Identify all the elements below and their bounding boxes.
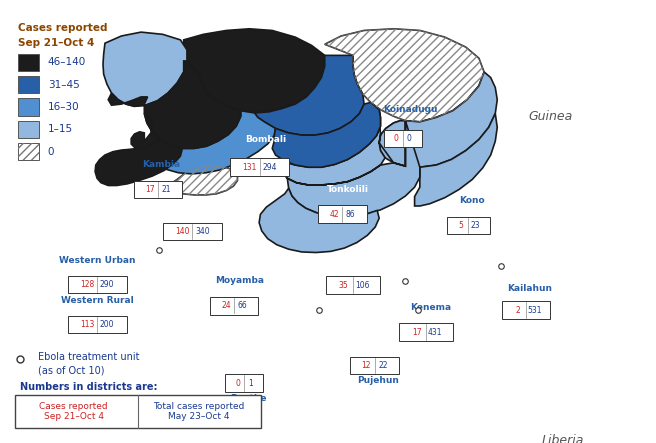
Text: 2: 2 [516,306,520,315]
Text: Kambia: Kambia [142,160,180,169]
Polygon shape [95,140,182,186]
Polygon shape [150,111,276,174]
FancyBboxPatch shape [68,315,127,333]
Text: (as of Oct 10): (as of Oct 10) [38,366,104,376]
FancyBboxPatch shape [399,323,453,341]
Text: 113: 113 [80,320,94,329]
Text: Bo: Bo [352,256,365,265]
Text: Cases reported
Sep 21–Oct 4: Cases reported Sep 21–Oct 4 [39,402,108,421]
Text: 35: 35 [339,281,348,290]
Text: 86: 86 [346,210,356,219]
FancyBboxPatch shape [18,143,39,160]
Text: Cases reported: Cases reported [18,23,108,32]
Text: Western Rural: Western Rural [61,295,133,305]
Text: 294: 294 [262,163,277,172]
FancyBboxPatch shape [447,217,490,234]
Text: 131: 131 [243,163,256,172]
Text: 21: 21 [161,185,171,194]
Text: Koinadugu: Koinadugu [382,105,438,113]
Text: 1–15: 1–15 [48,124,73,134]
Text: 17: 17 [145,185,155,194]
Text: Kenema: Kenema [410,303,451,312]
Polygon shape [259,188,379,253]
Polygon shape [131,113,160,148]
Polygon shape [103,32,187,106]
Text: Guinea: Guinea [529,110,573,123]
Text: Pujehun: Pujehun [358,376,400,385]
Text: Kailahun: Kailahun [508,284,552,294]
Text: 31–45: 31–45 [48,80,79,89]
Polygon shape [282,110,420,217]
FancyBboxPatch shape [210,297,258,315]
Text: 42: 42 [329,210,339,219]
Polygon shape [272,102,380,167]
Text: 431: 431 [428,328,442,337]
Text: 290: 290 [100,280,115,289]
Text: Sep 21–Oct 4: Sep 21–Oct 4 [18,39,94,48]
Polygon shape [255,55,364,135]
Text: Liberia: Liberia [542,434,584,443]
Text: 0: 0 [394,134,399,143]
FancyBboxPatch shape [18,54,39,71]
FancyBboxPatch shape [15,395,260,428]
Text: Bombali: Bombali [245,135,286,144]
Text: 128: 128 [80,280,94,289]
FancyBboxPatch shape [18,98,39,116]
Text: 200: 200 [100,320,115,329]
Text: Kono: Kono [459,196,485,205]
Text: 0: 0 [236,379,240,388]
Text: 66: 66 [237,301,247,310]
Text: 340: 340 [195,227,210,236]
Text: 0: 0 [407,134,411,143]
Text: 22: 22 [378,361,388,370]
FancyBboxPatch shape [350,357,399,374]
FancyBboxPatch shape [502,301,550,319]
Text: Ebola treatment unit: Ebola treatment unit [38,352,140,362]
Text: Western Urban: Western Urban [59,256,135,265]
FancyBboxPatch shape [134,181,182,198]
FancyBboxPatch shape [230,159,289,176]
Text: 5: 5 [459,221,464,230]
FancyBboxPatch shape [326,276,380,294]
Text: Total cases reported
May 23–Oct 4: Total cases reported May 23–Oct 4 [154,402,245,421]
Text: Numbers in districts are:: Numbers in districts are: [20,381,157,392]
Text: 12: 12 [361,361,371,370]
Text: 1: 1 [248,379,253,388]
Text: Bonthe: Bonthe [230,394,266,403]
Polygon shape [161,166,237,195]
FancyBboxPatch shape [318,206,367,223]
Text: 24: 24 [221,301,231,310]
Polygon shape [379,72,497,167]
FancyBboxPatch shape [68,276,127,294]
Polygon shape [108,61,241,148]
Text: 106: 106 [355,281,369,290]
Text: Tonkolili: Tonkolili [327,185,369,194]
FancyBboxPatch shape [163,223,222,240]
Text: 16–30: 16–30 [48,102,79,112]
Text: 23: 23 [471,221,480,230]
Text: 140: 140 [174,227,190,236]
FancyBboxPatch shape [384,129,422,147]
Text: 17: 17 [412,328,421,337]
FancyBboxPatch shape [18,120,39,138]
Polygon shape [415,113,497,206]
Polygon shape [184,29,325,113]
Text: Moyamba: Moyamba [215,276,264,285]
FancyBboxPatch shape [225,374,263,392]
Text: 0: 0 [48,147,54,157]
Text: Port Loko: Port Loko [171,202,220,210]
FancyBboxPatch shape [18,76,39,93]
Text: 46–140: 46–140 [48,58,86,67]
Polygon shape [325,29,484,122]
Text: 531: 531 [527,306,542,315]
